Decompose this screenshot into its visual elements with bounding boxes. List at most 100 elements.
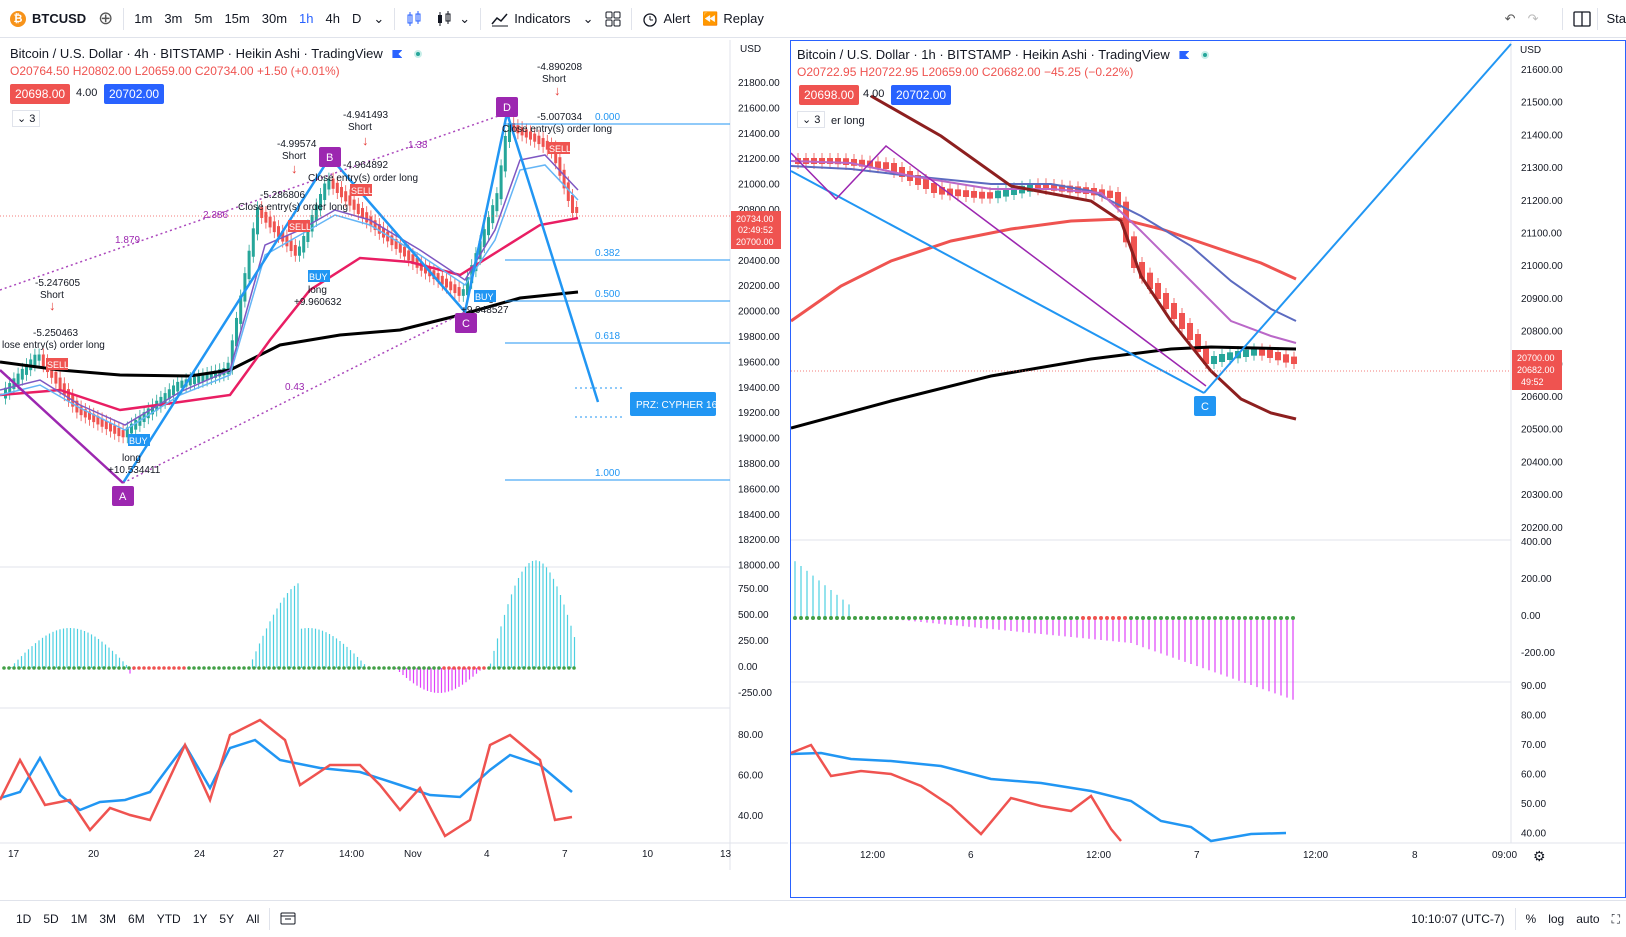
- symbol-search-button[interactable]: ₿ BTCUSD: [0, 6, 92, 32]
- squeeze-dot: [841, 616, 845, 620]
- interval-dropdown-button[interactable]: ⌄: [367, 6, 390, 32]
- squeeze-dot: [1243, 616, 1247, 620]
- strategy-annotation: long: [308, 285, 327, 296]
- price-tick-label: 18000.00: [738, 561, 780, 572]
- interval-1m[interactable]: 1m: [134, 11, 153, 26]
- osc-tick-label: 0.00: [1521, 611, 1541, 622]
- percent-toggle[interactable]: %: [1525, 912, 1537, 926]
- candle-body: [411, 254, 415, 265]
- truncated-button[interactable]: Sta: [1602, 6, 1626, 32]
- fib-level-label: 0.500: [595, 289, 620, 300]
- range-all[interactable]: All: [246, 912, 260, 926]
- replay-button[interactable]: ⏪ Replay: [696, 6, 770, 32]
- interval-3m[interactable]: 3m: [164, 11, 183, 26]
- compare-symbol-button[interactable]: ⊕: [92, 6, 119, 32]
- time-tick-label: 7: [1194, 850, 1200, 861]
- strategy-annotation-sub: +10.534411: [108, 465, 161, 476]
- range-1m[interactable]: 1M: [70, 912, 88, 926]
- layout-button[interactable]: [599, 6, 627, 32]
- price-tick-label: 21000.00: [1521, 261, 1563, 272]
- rsi-tick-label: 80.00: [1521, 711, 1546, 722]
- log-toggle[interactable]: log: [1548, 912, 1565, 926]
- right-buy-price-button[interactable]: 20702.00: [891, 85, 952, 105]
- candle-body: [394, 239, 398, 249]
- squeeze-dot: [1081, 616, 1085, 620]
- ratio-label: 1.38: [408, 140, 428, 151]
- pattern-point-label: C: [462, 318, 470, 330]
- redo-button[interactable]: ↷: [1522, 6, 1545, 32]
- interval-1h[interactable]: 1h: [299, 11, 314, 26]
- candle-body: [566, 182, 570, 201]
- candle-body: [247, 250, 251, 280]
- clock-timezone-button[interactable]: 10:10:07 (UTC-7): [1411, 912, 1505, 926]
- candle-body: [1011, 187, 1017, 195]
- squeeze-dot: [157, 666, 161, 670]
- candle-body: [235, 317, 238, 347]
- range-5d[interactable]: 5D: [43, 912, 59, 926]
- range-1y[interactable]: 1Y: [192, 912, 208, 926]
- interval-30m[interactable]: 30m: [261, 11, 288, 26]
- flag-icon: [1179, 51, 1190, 59]
- auto-toggle[interactable]: auto: [1576, 912, 1600, 926]
- alert-label: Alert: [663, 11, 691, 26]
- separator: [1597, 7, 1599, 30]
- left-layers-count: 3: [29, 113, 36, 125]
- fullscreen-button[interactable]: ⛶: [1606, 912, 1626, 927]
- pattern-point-box: [1194, 396, 1216, 416]
- undo-button[interactable]: ↶: [1499, 6, 1522, 32]
- left-collapse-legend-button[interactable]: ⌄ 3: [12, 110, 41, 127]
- strategy-annotation-sub: Short: [542, 74, 566, 85]
- interval-D[interactable]: D: [351, 11, 362, 26]
- plus-circle-icon: ⊕: [98, 8, 114, 28]
- right-chart-pane[interactable]: 21600.00 21500.00 21400.00 21300.00 21200.00…: [790, 40, 1626, 898]
- layout-select-button[interactable]: [1567, 6, 1593, 32]
- right-currency-label[interactable]: USD: [1520, 45, 1542, 56]
- range-5y[interactable]: 5Y: [219, 912, 235, 926]
- candle-body: [344, 191, 348, 202]
- squeeze-dot: [1189, 616, 1193, 620]
- range-6m[interactable]: 6M: [128, 912, 145, 926]
- candle-body: [1251, 348, 1257, 356]
- price-tick-label: 18800.00: [738, 459, 780, 470]
- interval-4h[interactable]: 4h: [325, 11, 340, 26]
- squeeze-dot: [407, 666, 411, 670]
- right-collapse-legend-button[interactable]: ⌄ 3: [797, 111, 826, 128]
- candle-body: [293, 245, 297, 256]
- right-chart-canvas[interactable]: 21600.00 21500.00 21400.00 21300.00 21200.00…: [791, 41, 1625, 897]
- bar-style-dropdown[interactable]: ⌄: [429, 6, 476, 32]
- candle-body: [88, 411, 91, 420]
- squeeze-dot: [447, 666, 451, 670]
- squeeze-dot: [793, 616, 797, 620]
- left-buy-price-button[interactable]: 20702.00: [104, 84, 165, 104]
- left-sell-price-button[interactable]: 20698.00: [10, 84, 71, 104]
- price-tick-label: 21400.00: [1521, 130, 1563, 141]
- squeeze-dot: [557, 666, 561, 670]
- range-3m[interactable]: 3M: [99, 912, 117, 926]
- squeeze-dot: [412, 666, 416, 670]
- interval-5m[interactable]: 5m: [194, 11, 213, 26]
- interval-15m[interactable]: 15m: [224, 11, 250, 26]
- right-chart-title-row: Bitcoin / U.S. Dollar · 1h · BITSTAMP · …: [797, 47, 1210, 62]
- squeeze-dot: [227, 666, 231, 670]
- range-ytd[interactable]: YTD: [156, 912, 181, 926]
- time-tick-label: 27: [273, 849, 285, 860]
- bar-style-button[interactable]: [399, 6, 429, 32]
- time-tick-label: 4: [484, 849, 490, 860]
- left-chart-canvas[interactable]: 21800.00 21600.00 21400.00 21200.00 21000.00…: [0, 40, 788, 898]
- squeeze-dot: [117, 666, 121, 670]
- squeeze-dot: [477, 666, 481, 670]
- squeeze-dot: [382, 666, 386, 670]
- candle-body: [1267, 349, 1273, 358]
- right-sell-price-button[interactable]: 20698.00: [799, 85, 860, 105]
- candle-body: [1051, 184, 1057, 191]
- alert-button[interactable]: Alert: [636, 6, 696, 32]
- left-chart-pane[interactable]: 21800.00 21600.00 21400.00 21200.00 21000.00…: [0, 40, 788, 898]
- range-1d[interactable]: 1D: [16, 912, 32, 926]
- squeeze-dot: [222, 666, 226, 670]
- squeeze-dot: [472, 666, 476, 670]
- indicators-button[interactable]: Indicators ⌄: [485, 6, 599, 32]
- squeeze-dot: [2, 666, 6, 670]
- separator: [1514, 908, 1516, 930]
- left-currency-label[interactable]: USD: [740, 44, 762, 55]
- date-range-button[interactable]: [274, 911, 302, 928]
